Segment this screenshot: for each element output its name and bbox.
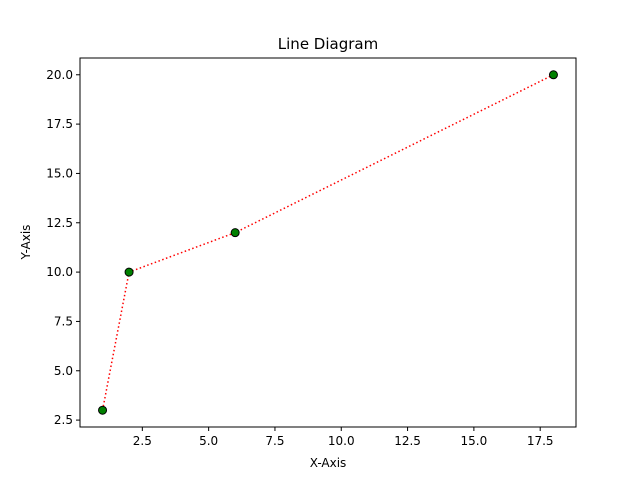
y-axis: 2.5 5.0 7.5 10.0 12.5 15.0 17.5 20.0 (46, 68, 80, 427)
plot-area (98, 70, 558, 415)
x-tick-label: 12.5 (394, 434, 421, 448)
x-axis-label: X-Axis (310, 456, 347, 470)
y-tick-label: 5.0 (54, 364, 73, 378)
y-tick-label: 12.5 (46, 216, 73, 230)
x-tick-label: 15.0 (461, 434, 488, 448)
data-point (98, 405, 108, 415)
axes-frame (79, 57, 577, 428)
y-tick-label: 10.0 (46, 265, 73, 279)
y-axis-label: Y-Axis (19, 225, 33, 261)
y-tick-label: 20.0 (46, 68, 73, 82)
chart-title: Line Diagram (278, 35, 378, 53)
x-tick-label: 2.5 (133, 434, 152, 448)
y-tick-label: 7.5 (54, 314, 73, 328)
x-tick-label: 5.0 (199, 434, 218, 448)
y-tick-label: 2.5 (54, 413, 73, 427)
x-axis: 2.5 5.0 7.5 10.0 12.5 15.0 17.5 (133, 427, 554, 448)
y-tick-label: 15.0 (46, 166, 73, 180)
x-tick-label: 7.5 (265, 434, 284, 448)
y-tick-label: 17.5 (46, 117, 73, 131)
data-point (230, 228, 240, 238)
series-line (101, 74, 554, 411)
x-tick-label: 17.5 (527, 434, 554, 448)
data-point (124, 267, 134, 277)
x-tick-label: 10.0 (328, 434, 355, 448)
data-point (548, 70, 558, 80)
